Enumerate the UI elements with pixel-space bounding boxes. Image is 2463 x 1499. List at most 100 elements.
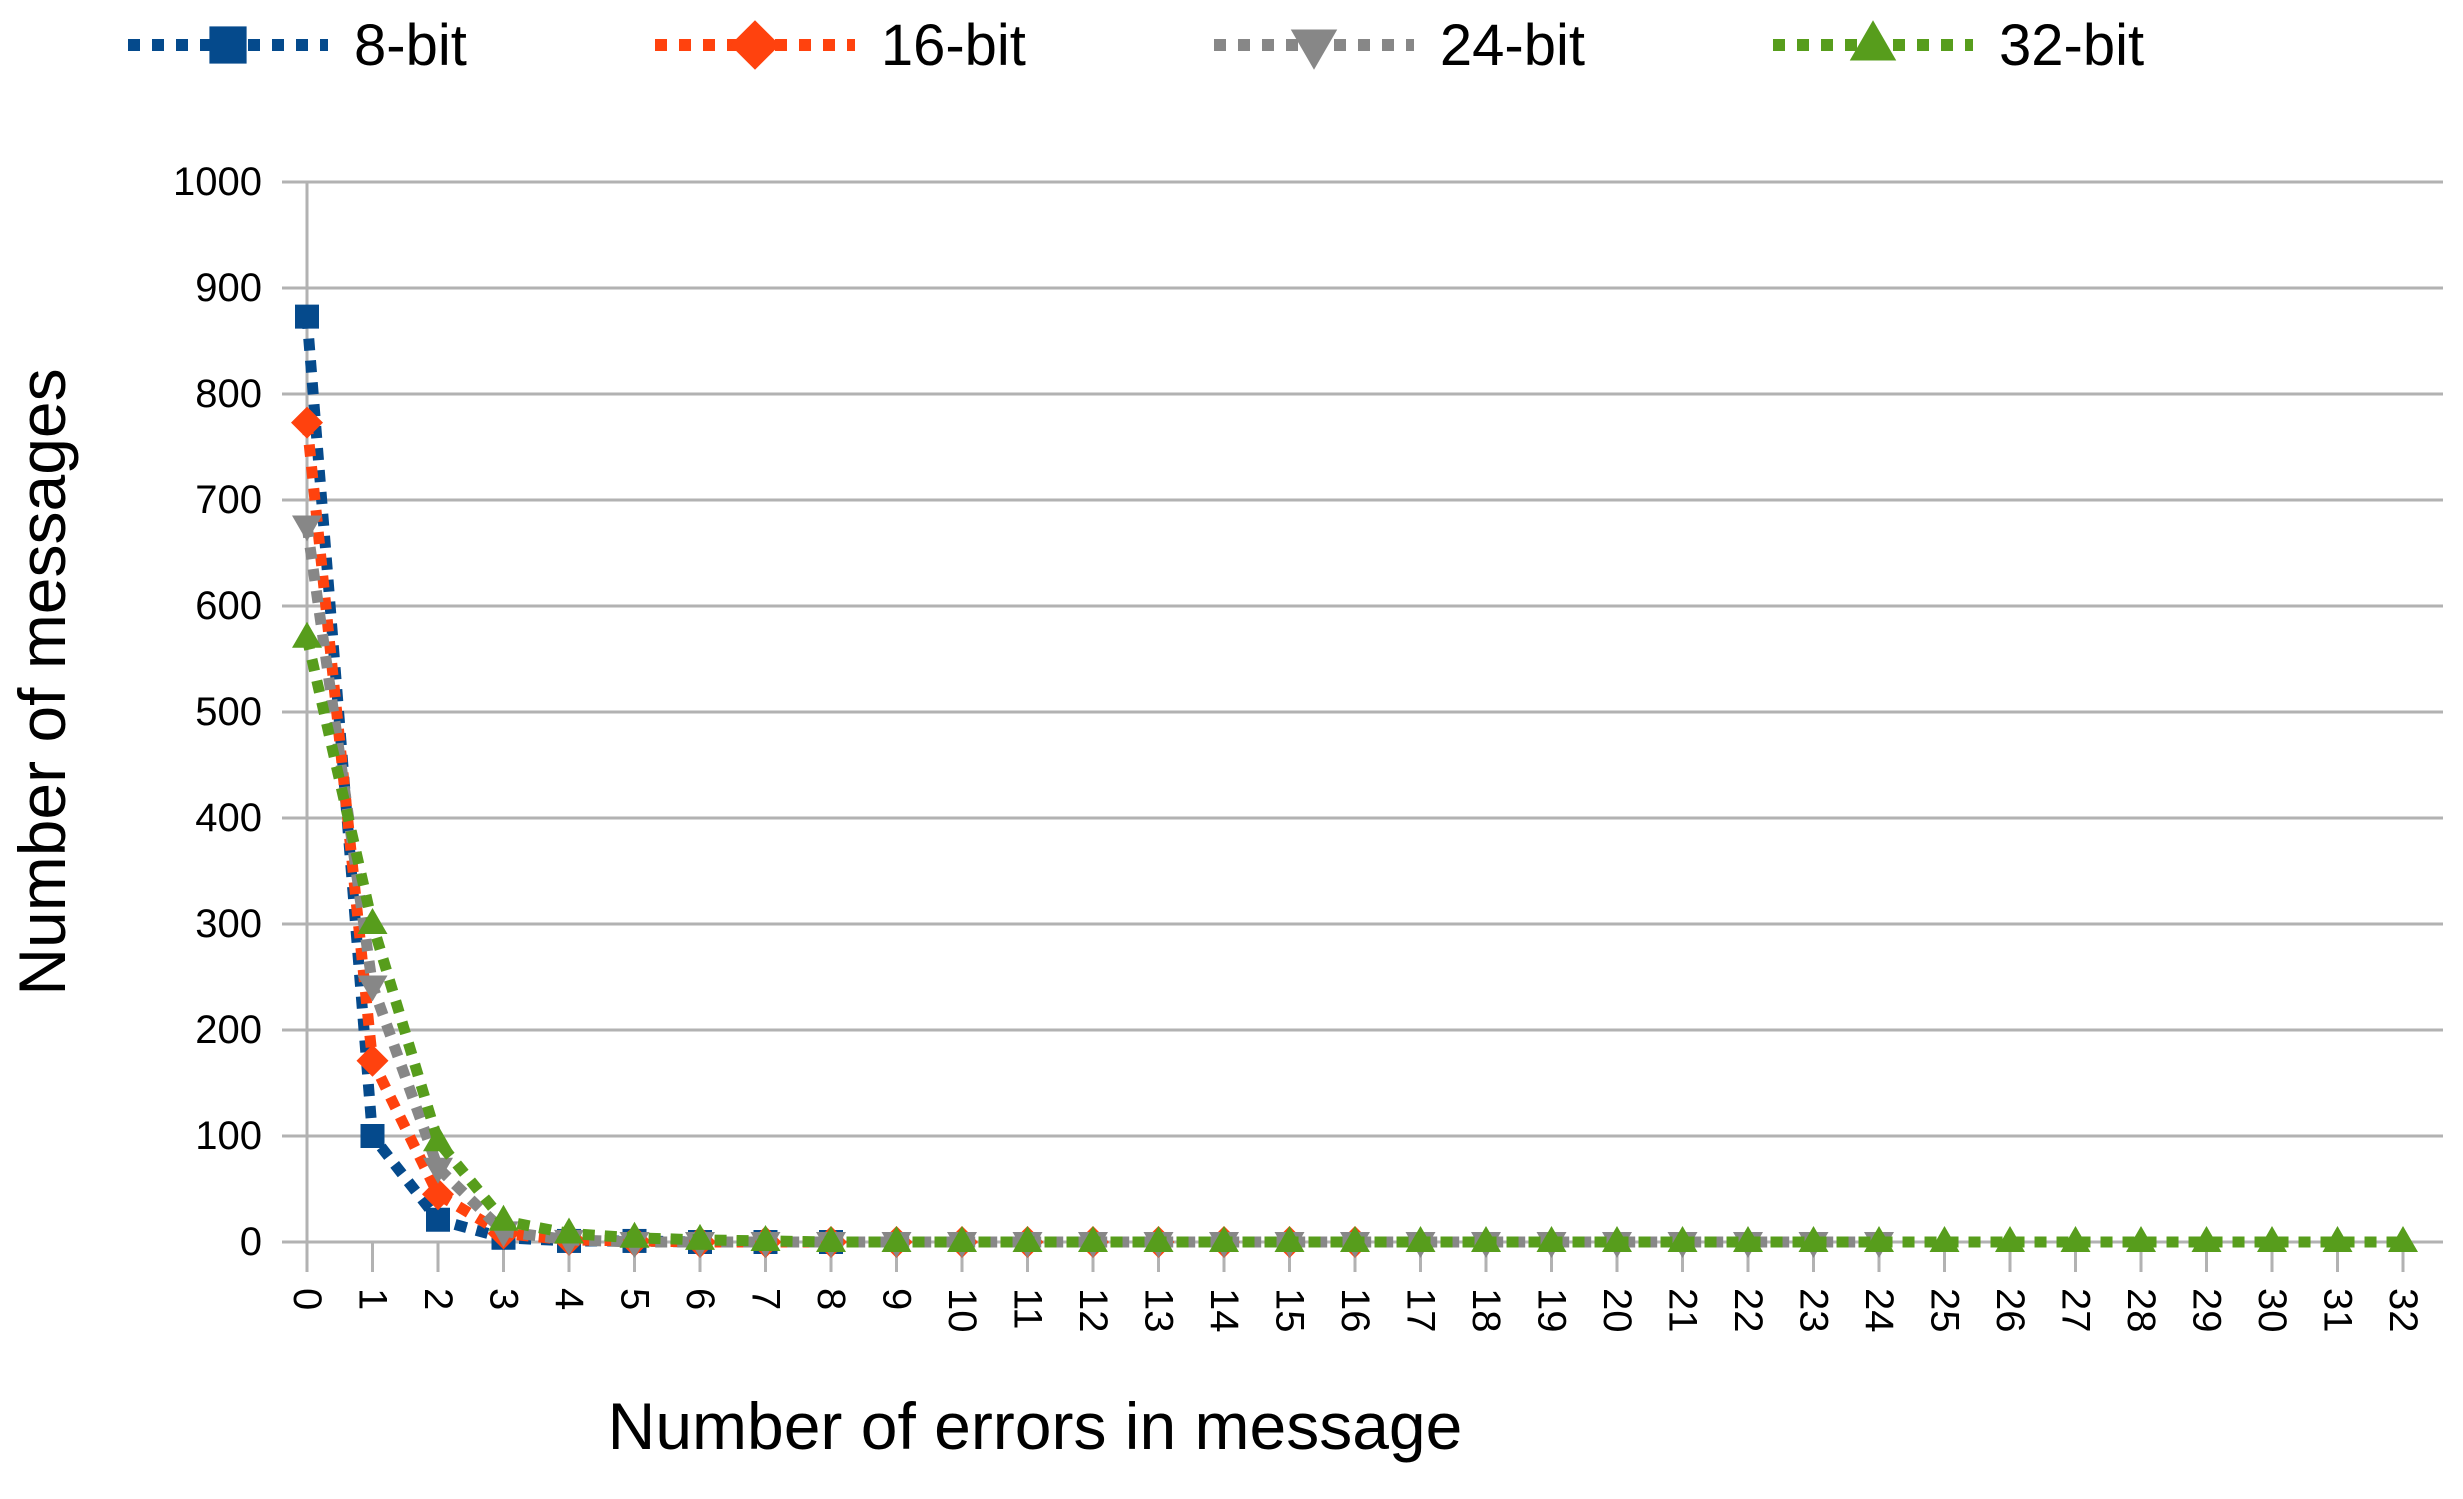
marker-16-bit bbox=[291, 406, 323, 439]
marker-32-bit bbox=[750, 1224, 781, 1251]
x-tick-label: 20 bbox=[1595, 1288, 1639, 1333]
x-tick-label: 29 bbox=[2185, 1288, 2229, 1333]
x-tick-label: 15 bbox=[1268, 1288, 1312, 1333]
x-tick-label: 27 bbox=[2054, 1288, 2098, 1333]
x-tick-label: 14 bbox=[1202, 1288, 1246, 1333]
x-axis-title: Number of errors in message bbox=[607, 1389, 1463, 1463]
marker-32-bit bbox=[1602, 1226, 1632, 1252]
x-tick-label: 13 bbox=[1137, 1288, 1181, 1333]
x-tick-label: 5 bbox=[613, 1288, 657, 1310]
y-tick-label: 0 bbox=[240, 1220, 262, 1264]
marker-32-bit bbox=[2126, 1226, 2156, 1252]
legend-label: 24-bit bbox=[1439, 12, 1586, 78]
x-tick-label: 21 bbox=[1661, 1288, 1705, 1333]
x-tick-label: 3 bbox=[482, 1288, 526, 1310]
x-tick-label: 9 bbox=[875, 1288, 919, 1310]
x-tick-label: 1 bbox=[351, 1288, 395, 1310]
y-tick-label: 700 bbox=[195, 478, 262, 522]
legend-item-32-bit: 32-bit bbox=[1773, 12, 2144, 79]
y-tick-label: 400 bbox=[195, 796, 262, 840]
x-tick-label: 32 bbox=[2381, 1288, 2425, 1333]
x-tick-label: 17 bbox=[1399, 1288, 1443, 1333]
marker-32-bit bbox=[2060, 1226, 2091, 1252]
x-tick-label: 23 bbox=[1792, 1288, 1836, 1333]
marker-32-bit bbox=[357, 908, 388, 934]
marker-24-bit bbox=[292, 515, 322, 542]
x-tick-label: 24 bbox=[1857, 1288, 1901, 1333]
x-tick-label: 28 bbox=[2119, 1288, 2163, 1333]
y-axis-title: Number of messages bbox=[5, 368, 79, 996]
marker-16-bit bbox=[422, 1178, 454, 1211]
triangle-up-icon bbox=[1849, 20, 1897, 61]
marker-32-bit bbox=[1995, 1226, 2025, 1252]
series-line-16-bit bbox=[301, 422, 1355, 1248]
x-tick-label: 6 bbox=[678, 1288, 722, 1310]
y-tick-label: 500 bbox=[195, 690, 262, 734]
marker-32-bit bbox=[1012, 1226, 1043, 1252]
legend-key-8-bit bbox=[128, 26, 328, 64]
x-tick-label: 0 bbox=[285, 1288, 329, 1310]
marker-24-bit bbox=[423, 1157, 453, 1184]
legend-label: 8-bit bbox=[354, 12, 467, 78]
marker-32-bit bbox=[2388, 1226, 2418, 1252]
marker-32-bit bbox=[292, 621, 322, 648]
marker-32-bit bbox=[1340, 1226, 1370, 1252]
marker-32-bit bbox=[816, 1226, 846, 1252]
marker-32-bit bbox=[619, 1221, 650, 1248]
legend-key-16-bit bbox=[654, 20, 855, 70]
marker-8-bit bbox=[426, 1207, 450, 1232]
marker-32-bit bbox=[2191, 1226, 2222, 1252]
y-tick-label: 600 bbox=[195, 584, 262, 628]
x-tick-label: 8 bbox=[809, 1288, 853, 1310]
series-line-32-bit bbox=[301, 636, 2403, 1248]
x-tick-label: 4 bbox=[547, 1288, 591, 1310]
marker-32-bit bbox=[2257, 1226, 2287, 1252]
x-tick-label: 25 bbox=[1923, 1288, 1967, 1333]
marker-8-bit bbox=[295, 304, 319, 329]
marker-32-bit bbox=[2322, 1226, 2353, 1252]
triangle-down-icon bbox=[1290, 29, 1338, 70]
marker-32-bit bbox=[1274, 1226, 1305, 1252]
x-tick-label: 30 bbox=[2250, 1288, 2294, 1333]
x-tick-label: 2 bbox=[416, 1288, 460, 1310]
marker-32-bit bbox=[947, 1226, 977, 1252]
marker-32-bit bbox=[1864, 1226, 1894, 1252]
x-tick-label: 19 bbox=[1530, 1288, 1574, 1333]
marker-32-bit bbox=[1536, 1226, 1567, 1252]
marker-8-bit bbox=[360, 1124, 385, 1148]
y-tick-label: 200 bbox=[195, 1008, 262, 1052]
x-tick-label: 11 bbox=[1006, 1288, 1050, 1330]
x-tick-label: 10 bbox=[940, 1288, 984, 1333]
x-tick-label: 26 bbox=[1988, 1288, 2032, 1333]
series-line-8-bit bbox=[301, 316, 831, 1248]
marker-32-bit bbox=[1143, 1226, 1174, 1252]
x-tick-label: 18 bbox=[1464, 1288, 1508, 1333]
x-tick-label: 12 bbox=[1071, 1288, 1115, 1333]
legend-item-24-bit: 24-bit bbox=[1213, 12, 1586, 79]
x-tick-label: 31 bbox=[2316, 1288, 2360, 1333]
chart-legend: 8-bit 16-bit 24-bit 32-bit bbox=[128, 10, 2144, 80]
y-tick-label: 100 bbox=[195, 1114, 262, 1158]
marker-32-bit bbox=[1733, 1226, 1763, 1252]
y-tick-label: 1000 bbox=[173, 160, 262, 204]
marker-32-bit bbox=[1667, 1226, 1698, 1252]
x-tick-label: 7 bbox=[744, 1288, 788, 1310]
marker-32-bit bbox=[1209, 1226, 1239, 1252]
legend-item-16-bit: 16-bit bbox=[654, 12, 1026, 79]
y-tick-label: 900 bbox=[195, 266, 262, 310]
x-tick-label: 22 bbox=[1726, 1288, 1770, 1333]
y-tick-label: 300 bbox=[195, 902, 262, 946]
marker-32-bit bbox=[423, 1125, 453, 1152]
legend-label: 32-bit bbox=[1999, 12, 2145, 78]
legend-key-32-bit bbox=[1773, 20, 1974, 61]
marker-32-bit bbox=[554, 1217, 584, 1244]
marker-32-bit bbox=[1078, 1226, 1108, 1252]
marker-32-bit bbox=[488, 1204, 519, 1231]
marker-32-bit bbox=[685, 1223, 715, 1250]
marker-16-bit bbox=[356, 1044, 389, 1077]
y-tick-label: 800 bbox=[195, 372, 262, 416]
marker-32-bit bbox=[1471, 1226, 1501, 1252]
legend-key-24-bit bbox=[1213, 29, 1414, 70]
